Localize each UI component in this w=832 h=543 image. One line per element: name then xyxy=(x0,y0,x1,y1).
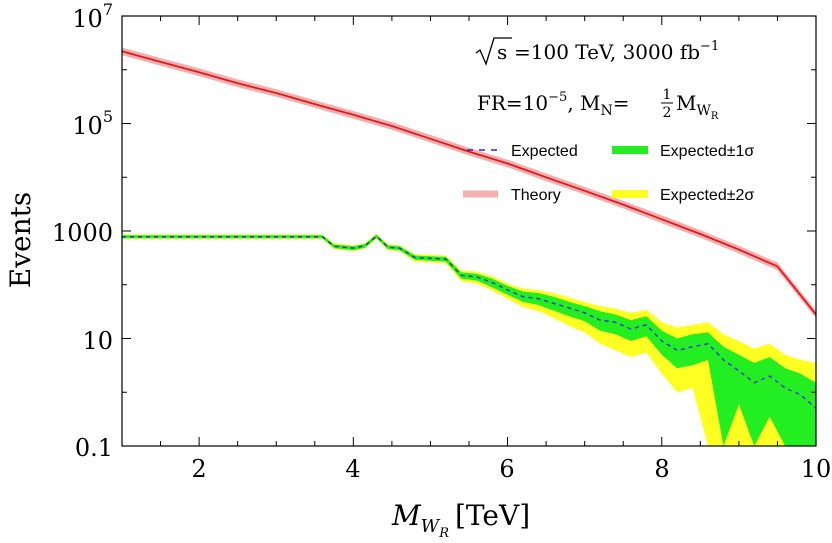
legend-label: Expected xyxy=(511,143,578,160)
svg-text:=100 TeV, 3000 fb−1: =100 TeV, 3000 fb−1 xyxy=(514,39,719,64)
x-axis-label: MWR[TeV] xyxy=(391,499,530,538)
svg-text:s: s xyxy=(497,40,507,64)
theory-line xyxy=(122,50,816,316)
legend-label: Theory xyxy=(511,187,561,204)
y-tick-labels: 0.1 10 1000 105 107 xyxy=(52,0,113,462)
x-tick-label: 6 xyxy=(499,455,514,483)
x-tick-label: 4 xyxy=(345,455,360,483)
legend-label: Expected±1σ xyxy=(660,143,754,160)
legend-item-theory: Theory xyxy=(463,187,561,204)
y-tick-label: 1000 xyxy=(52,219,113,247)
x-tick-label: 2 xyxy=(191,455,206,483)
x-ticks xyxy=(121,16,817,446)
legend: Expected Expected±1σ Theory Expected±2σ xyxy=(463,143,754,204)
svg-text:MWR: MWR xyxy=(676,91,719,122)
y-tick-label: 0.1 xyxy=(75,434,113,462)
x-tick-label: 8 xyxy=(654,455,669,483)
annotation-fr: FR=10−5, MN= 1 2 MWR xyxy=(477,87,719,122)
x-tick-label: 10 xyxy=(801,455,832,483)
expected-line xyxy=(122,235,816,409)
annotation-energy: s =100 TeV, 3000 fb−1 xyxy=(475,37,719,66)
y-tick-label: 107 xyxy=(72,0,113,33)
y-axis-label: Events xyxy=(4,192,37,288)
y-ticks xyxy=(122,15,816,447)
legend-item-expected: Expected xyxy=(467,143,578,160)
sqrt-symbol xyxy=(475,37,512,66)
x-tick-labels: 2 4 6 8 10 xyxy=(191,455,831,483)
svg-text:2: 2 xyxy=(663,105,672,121)
y-tick-label: 105 xyxy=(72,107,113,140)
y-tick-label: 10 xyxy=(82,327,113,355)
legend-item-expected-1sigma: Expected±1σ xyxy=(612,143,754,160)
legend-item-expected-2sigma: Expected±2σ xyxy=(612,187,754,204)
svg-text:FR=10−5, MN=: FR=10−5, MN= xyxy=(477,90,630,119)
legend-label: Expected±2σ xyxy=(660,187,754,204)
svg-text:1: 1 xyxy=(663,87,672,103)
